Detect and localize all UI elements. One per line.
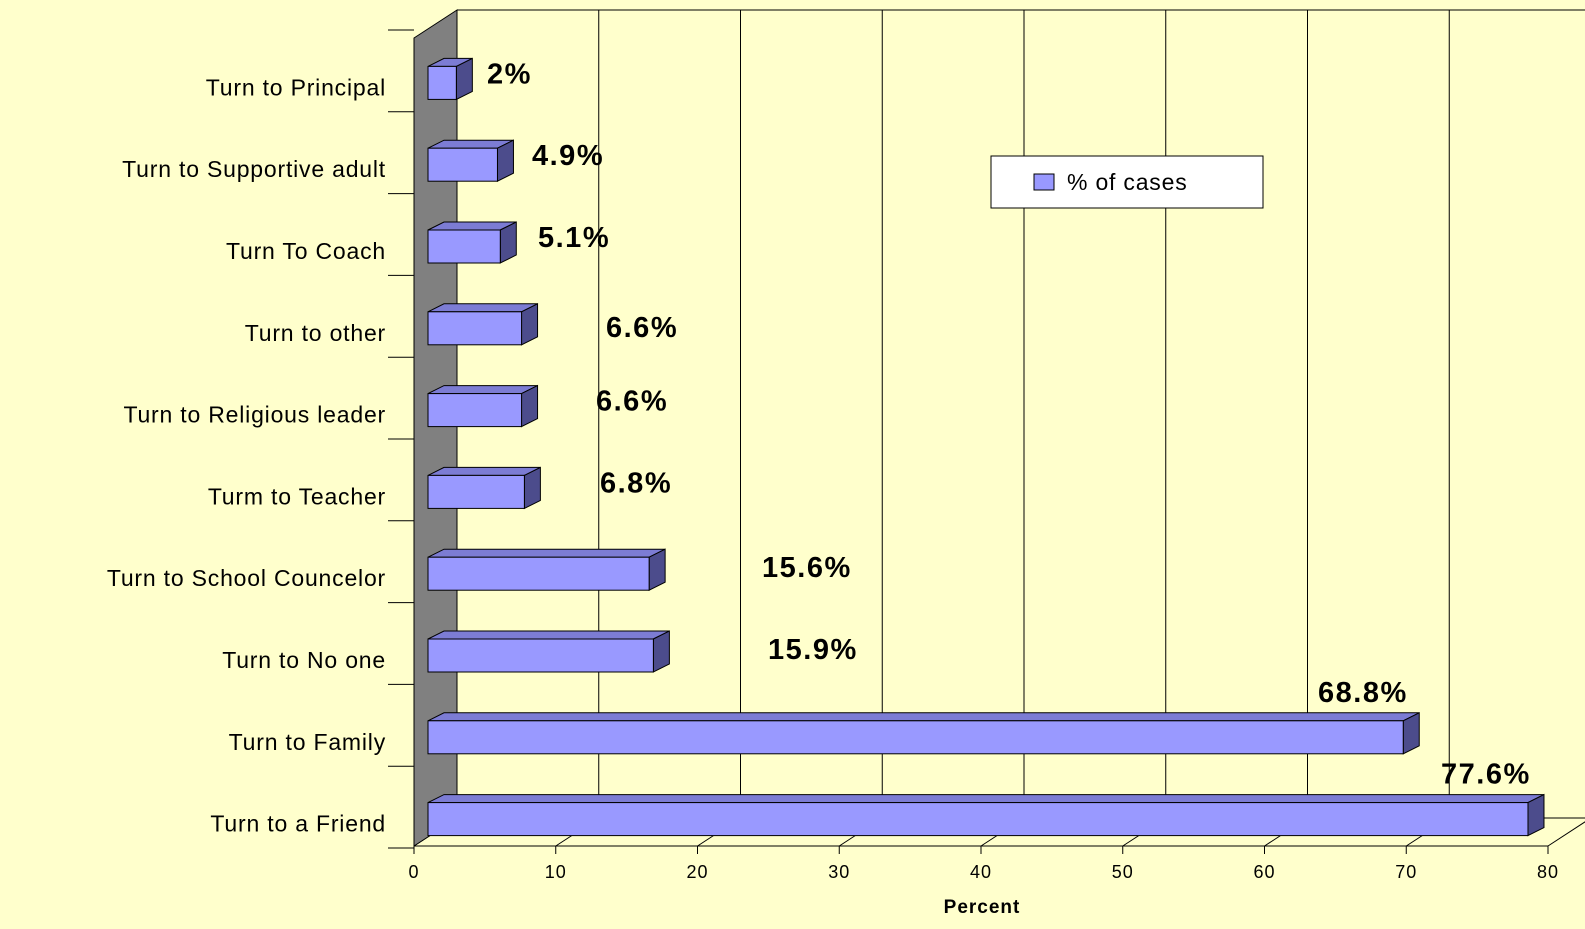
x-tick-label: 70 — [1395, 862, 1417, 882]
floor-depth-line — [1547, 821, 1585, 847]
bar — [427, 556, 650, 591]
bar-top-face — [427, 385, 538, 395]
bar-top-face — [427, 630, 670, 640]
category-label: Turn to Supportive adult — [122, 156, 386, 182]
bar — [427, 229, 501, 264]
data-label: 6.6% — [606, 312, 678, 344]
bar-top-face — [427, 712, 1420, 722]
category-label: Turn to Religious leader — [123, 402, 386, 428]
data-labels: 2% 4.9% 5.1% 6.6% 6.6% 6.8% 15.6% 15.9% 68.8% 77.… — [487, 58, 1531, 791]
x-tick-label: 10 — [545, 862, 567, 882]
bar — [427, 720, 1404, 755]
x-tick-label: 50 — [1112, 862, 1134, 882]
category-label: Turn to other — [245, 320, 386, 346]
x-tick-label: 0 — [408, 862, 419, 882]
category-label: Turn to School Councelor — [107, 565, 386, 591]
x-tick-label: 60 — [1253, 862, 1275, 882]
x-tick-label: 20 — [686, 862, 708, 882]
legend-swatch — [1033, 173, 1055, 191]
legend: % of cases — [990, 155, 1264, 209]
x-tick-label: 80 — [1537, 862, 1559, 882]
bar-top-face — [427, 466, 541, 476]
data-label: 77.6% — [1441, 759, 1531, 791]
bars — [427, 57, 1545, 837]
data-label: 68.8% — [1318, 677, 1408, 709]
data-label: 6.8% — [600, 467, 672, 499]
bar — [427, 147, 498, 182]
category-label: Turn To Coach — [226, 238, 386, 264]
bar-top-face — [427, 548, 666, 558]
bar — [427, 638, 654, 673]
data-label: 2% — [487, 58, 532, 90]
bar — [427, 65, 457, 100]
x-axis-title: Percent — [944, 897, 1021, 918]
data-label: 15.6% — [762, 552, 852, 584]
category-labels: Turn to Principal Turn to Supportive adul… — [107, 74, 386, 837]
bar — [427, 474, 525, 509]
legend-label: % of cases — [1067, 169, 1188, 195]
bar-top-face — [427, 303, 538, 313]
bar — [427, 802, 1529, 837]
bar — [427, 393, 523, 428]
bar-top-face — [427, 794, 1545, 804]
category-label: Turn to Principal — [206, 74, 386, 100]
x-tick-label: 40 — [970, 862, 992, 882]
x-tick-labels: 0 10 20 30 40 50 60 70 80 — [408, 862, 1559, 882]
x-tick-label: 30 — [828, 862, 850, 882]
category-label: Turm to Teacher — [208, 483, 386, 509]
data-label: 6.6% — [596, 386, 668, 418]
data-label: 5.1% — [538, 222, 610, 254]
category-label: Turn to No one — [222, 647, 386, 673]
bar — [427, 311, 523, 346]
category-label: Turn to Family — [229, 729, 386, 755]
data-label: 15.9% — [768, 634, 858, 666]
data-label: 4.9% — [532, 140, 604, 172]
category-label: Turn to a Friend — [210, 811, 386, 837]
